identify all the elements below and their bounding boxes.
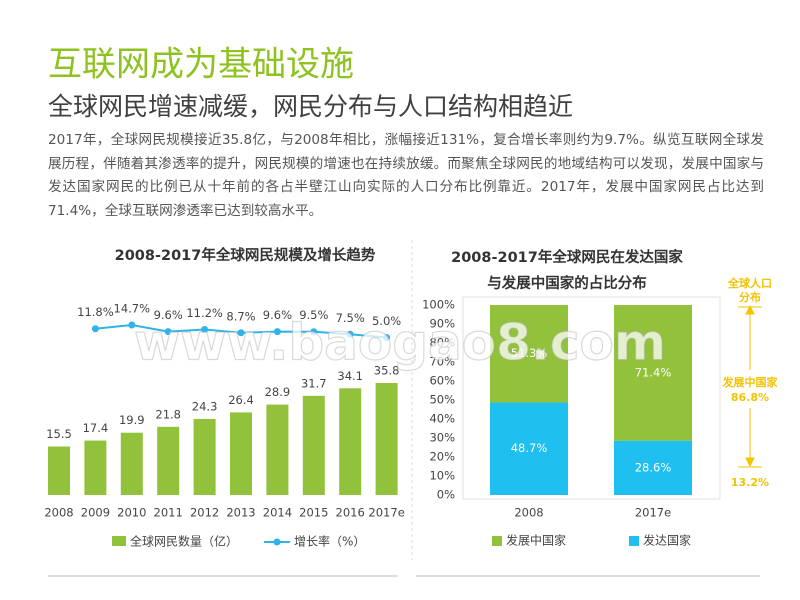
arrow [745,457,755,468]
bar [375,383,398,495]
line-point [273,328,281,336]
legend-swatch [629,536,639,546]
y-tick-label: 30% [429,431,455,445]
legend-swatch [492,536,502,546]
body-text: 2017年，全球网民规模接近35.8亿，与2008年相比，涨幅接近131%，复合… [48,132,764,219]
data-label: 9.6% [154,308,183,322]
legend-swatch [273,538,281,546]
annotation-title: 分布 [739,290,761,304]
chart-title: 2008-2017年全球网民规模及增长趋势 [115,246,376,264]
bar [302,395,325,495]
data-label: 34.1 [337,369,363,383]
annotation-value: 13.2% [731,476,769,489]
legend-label: 发展中国家 [506,533,566,548]
data-label: 28.9 [265,385,291,399]
chart-title: 与发展中国家的占比分布 [487,274,647,292]
slide-title: 互联网成为基础设施 [48,45,354,85]
data-label: 9.5% [299,308,328,322]
y-tick-label: 60% [429,374,455,388]
y-tick-label: 0% [437,488,455,502]
y-tick-label: 90% [429,317,455,331]
annotation-label: 发展中国家 [722,375,779,389]
x-tick-label: 2009 [81,506,110,520]
data-label: 14.7% [114,302,151,316]
data-label: 26.4 [228,393,254,407]
x-tick-label: 2008 [44,506,73,520]
x-tick-label: 2017e [368,506,404,520]
annotation-value: 86.8% [731,391,769,404]
line-point [346,330,354,338]
annotation-scale [738,304,762,468]
bar-segment [614,440,692,495]
line-point [164,328,172,336]
watermark: www.baogao8.com [134,314,666,372]
data-label: 35.8 [374,364,400,378]
y-tick-label: 40% [429,412,455,426]
legend-label: 发达国家 [643,533,691,548]
line-point [383,334,391,342]
data-label: 5.0% [372,314,401,328]
line-point [237,329,245,337]
data-label: 8.7% [226,309,255,323]
line-point [201,326,209,334]
data-label: 71.4% [635,365,672,379]
data-label: 24.3 [192,399,218,413]
bar [120,432,143,495]
bar [157,426,180,495]
data-label: 31.7 [301,376,327,390]
annotation-title: 全球人口 [727,276,772,290]
chart-title: 2008-2017年全球网民在发达国家 [451,248,683,266]
data-label: 48.7% [511,441,548,455]
legend-label: 全球网民数量（亿） [130,534,238,549]
data-label: 7.5% [336,311,365,325]
data-label: 19.9 [119,413,145,427]
x-tick-label: 2015 [299,506,328,520]
x-tick-label: 2014 [263,506,292,520]
y-tick-label: 80% [429,336,455,350]
bar [48,446,70,495]
data-label: 11.8% [77,305,114,319]
x-tick-label: 2010 [117,506,146,520]
x-tick-label: 2013 [226,506,255,520]
y-tick-label: 10% [429,469,455,483]
x-tick-label: 2008 [514,506,543,520]
legend-label: 增长率（%） [294,534,365,549]
line-point [91,325,99,333]
data-label: 17.4 [83,421,109,435]
bar [193,418,216,495]
bar [266,404,289,495]
data-label: 11.2% [186,306,223,320]
bar-segment [490,402,568,495]
x-tick-label: 2011 [154,506,183,520]
bar-segment [614,305,692,441]
data-label: 51.3% [511,346,548,360]
data-label: 15.5 [46,427,72,441]
bar [84,440,107,495]
bar [230,412,252,495]
x-tick-label: 2016 [336,506,365,520]
data-label: 28.6% [635,460,672,474]
plot-frame [462,296,721,500]
y-tick-label: 50% [429,393,455,407]
data-label: 9.6% [263,308,292,322]
line-point [310,328,318,336]
data-label: 21.8 [155,407,181,421]
bar-segment [490,305,568,403]
legend-swatch [112,536,126,546]
y-tick-label: 20% [429,450,455,464]
line-point [128,321,136,329]
arrow [745,304,755,315]
y-tick-label: 70% [429,355,455,369]
x-tick-label: 2012 [190,506,219,520]
slide-subtitle: 全球网民增速减缓，网民分布与人口结构相趋近 [48,92,573,121]
bar [339,388,362,495]
y-tick-label: 100% [422,298,455,312]
x-tick-label: 2017e [635,506,671,520]
